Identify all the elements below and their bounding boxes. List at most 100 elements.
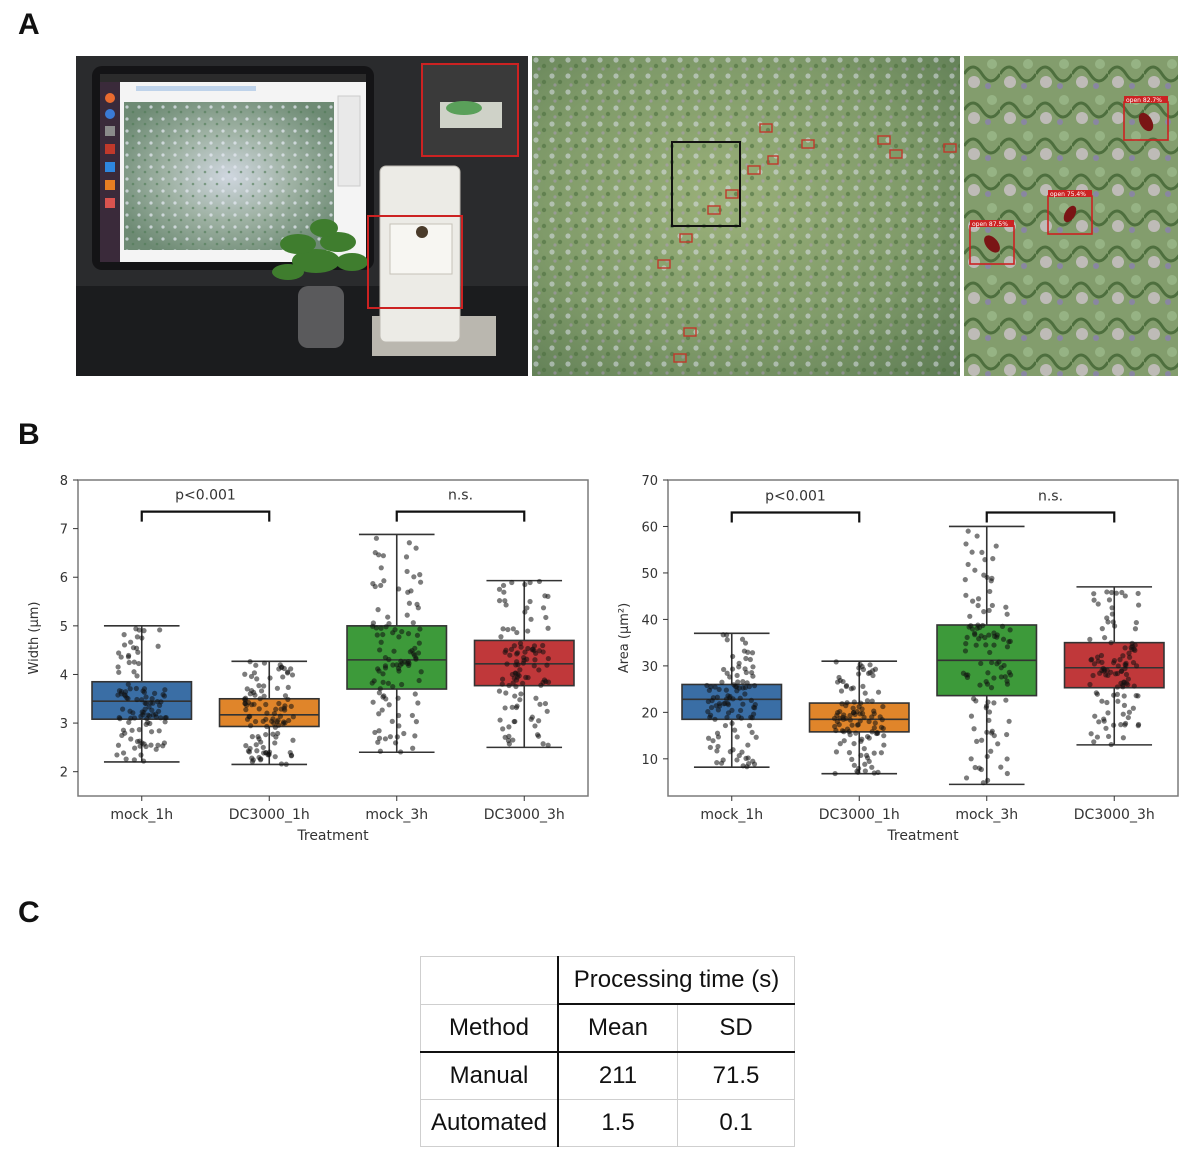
data-point	[160, 692, 166, 698]
significance-bracket	[985, 511, 1116, 523]
mean-cell: 1.5	[557, 1099, 678, 1147]
data-point	[275, 730, 281, 737]
data-point	[502, 649, 508, 655]
data-point	[544, 662, 550, 668]
data-point	[140, 688, 146, 694]
data-point	[721, 666, 727, 673]
data-point	[750, 664, 756, 670]
data-point	[243, 702, 250, 708]
data-point	[1127, 654, 1133, 660]
data-point	[1000, 636, 1007, 642]
data-point	[154, 699, 160, 705]
data-point	[746, 723, 753, 729]
data-point	[379, 707, 385, 713]
data-point	[867, 669, 873, 676]
data-point	[743, 655, 749, 662]
data-point	[1130, 659, 1137, 666]
data-point	[991, 700, 997, 706]
data-point	[742, 666, 748, 672]
x-tick-label: mock_3h	[365, 807, 428, 823]
data-point	[1091, 597, 1097, 603]
data-point	[709, 697, 715, 704]
data-point	[150, 712, 156, 718]
data-point	[510, 737, 516, 743]
data-point	[134, 696, 140, 703]
data-point	[270, 716, 276, 722]
data-point	[740, 701, 746, 707]
data-point	[857, 718, 863, 724]
data-point	[832, 723, 838, 730]
data-point	[1123, 680, 1130, 686]
data-point	[985, 670, 991, 676]
data-point	[1110, 619, 1116, 625]
data-point	[376, 711, 382, 717]
data-point	[138, 752, 144, 758]
data-point	[732, 683, 738, 689]
data-point	[867, 662, 873, 668]
data-point	[849, 722, 855, 728]
data-point	[987, 588, 993, 595]
table-row: Automated 1.5 0.1	[420, 1099, 795, 1147]
data-point	[513, 683, 519, 690]
data-point	[396, 723, 402, 729]
data-point	[843, 715, 849, 722]
data-point	[986, 632, 992, 638]
data-point	[975, 602, 981, 609]
data-point	[496, 598, 503, 604]
data-point	[745, 742, 751, 748]
data-point	[859, 663, 865, 670]
data-point	[714, 748, 720, 754]
data-point	[261, 660, 268, 666]
data-point	[866, 758, 872, 764]
data-point	[869, 729, 875, 735]
x-tick-label: DC3000_3h	[484, 807, 565, 823]
data-point	[369, 680, 375, 686]
data-point	[413, 545, 419, 551]
data-point	[500, 726, 506, 732]
data-point	[980, 780, 987, 786]
data-point	[737, 707, 744, 714]
data-point	[750, 711, 757, 717]
data-point	[707, 744, 713, 751]
width-boxplot: 2 3 4 5 6 7 8 Width (µm) mock_1h DC3000_1h mock_3h…	[27, 474, 589, 844]
data-point	[1099, 626, 1105, 632]
data-point	[145, 712, 151, 718]
data-point	[286, 717, 292, 724]
data-point	[134, 673, 140, 679]
detection-label: open 75.4%	[1050, 191, 1086, 198]
data-point	[739, 636, 746, 642]
data-point	[149, 707, 155, 713]
data-point	[724, 714, 730, 721]
data-point	[1121, 702, 1128, 708]
data-point	[1104, 699, 1110, 706]
data-point	[1089, 656, 1095, 662]
data-point	[1117, 657, 1123, 663]
data-point	[1114, 684, 1121, 690]
data-point	[747, 656, 753, 663]
data-point	[125, 681, 131, 687]
data-point	[510, 626, 516, 632]
data-point	[382, 663, 389, 669]
data-point	[129, 727, 135, 733]
data-point	[148, 729, 155, 735]
data-point	[281, 719, 287, 725]
data-point	[1090, 672, 1096, 679]
data-point	[247, 659, 253, 665]
data-point	[130, 645, 137, 651]
data-point	[715, 743, 721, 750]
sd-cell: 0.1	[677, 1099, 795, 1147]
box-DC3000_1h	[218, 659, 320, 767]
data-point	[872, 720, 878, 726]
data-point	[134, 634, 140, 640]
data-point	[119, 732, 125, 739]
data-point	[858, 700, 864, 706]
method-cell: Manual	[420, 1051, 559, 1100]
data-point	[1094, 734, 1101, 740]
data-point	[718, 760, 725, 766]
y-tick-label: 40	[641, 613, 658, 628]
y-tick-label: 8	[60, 474, 68, 489]
data-point	[1003, 604, 1009, 610]
data-point	[1108, 741, 1114, 748]
data-point	[133, 685, 139, 692]
data-point	[404, 568, 410, 575]
